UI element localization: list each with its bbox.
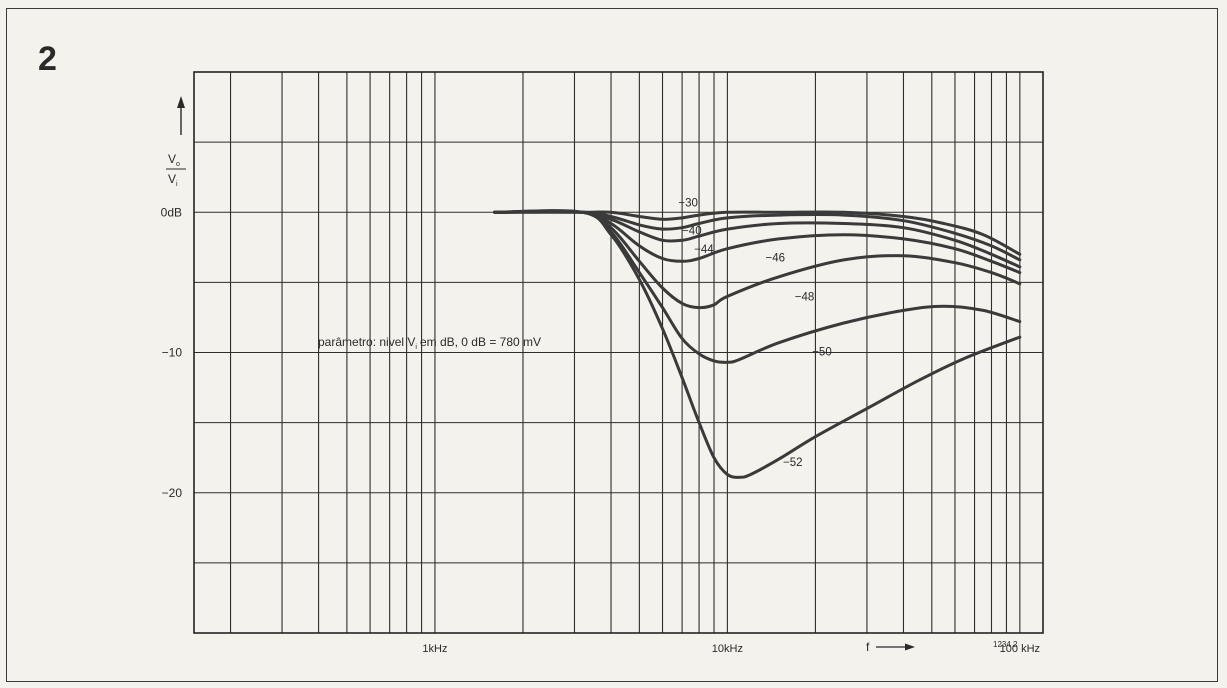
series-curve <box>493 209 1022 479</box>
series-label: −46 <box>766 252 786 264</box>
plot-area <box>193 71 1044 634</box>
series-labels: −30 −40 −44 −46 −48 −50 −52 <box>678 198 831 469</box>
y-axis-label-denominator: Vi <box>168 172 178 188</box>
x-tick-label: 100 kHz <box>1000 643 1040 655</box>
figure-frame <box>6 8 1218 682</box>
series-label: −50 <box>812 346 832 358</box>
series-curve <box>493 209 1022 364</box>
curves <box>493 209 1022 479</box>
x-axis-label: f <box>866 640 870 654</box>
y-tick-label: 0dB <box>161 205 182 219</box>
y-axis-arrow-head <box>177 96 185 108</box>
series-label: −40 <box>682 226 702 238</box>
series-label: −52 <box>783 457 803 469</box>
y-tick-label: −20 <box>162 486 183 500</box>
x-axis-arrow-head <box>905 643 915 651</box>
y-axis-label-numerator: Vo <box>168 152 180 168</box>
series-label: −48 <box>795 292 815 304</box>
series-curve <box>493 209 1022 310</box>
parameter-note: parâmetro: nivel Vi em dB, 0 dB = 780 mV <box>318 335 541 351</box>
y-tick-label: −10 <box>162 346 183 360</box>
series-label: −30 <box>678 198 698 210</box>
grid <box>194 71 1043 634</box>
x-tick-label: 10kHz <box>712 643 743 655</box>
series-label: −44 <box>694 244 714 256</box>
series-curve <box>493 210 1022 262</box>
series-curve <box>493 210 1022 269</box>
series-curve <box>493 210 1022 256</box>
labels: Vo Vi parâmetro: nivel Vi em dB, 0 dB = 7… <box>166 96 1018 654</box>
figure-number: 2 <box>38 40 57 78</box>
tick-labels: 0dB −10 −20 1kHz 10kHz 100 kHz <box>161 205 1040 655</box>
series-curve <box>493 209 1022 275</box>
x-tick-label: 1kHz <box>422 643 447 655</box>
figure-code: 1234 2 <box>993 640 1018 649</box>
